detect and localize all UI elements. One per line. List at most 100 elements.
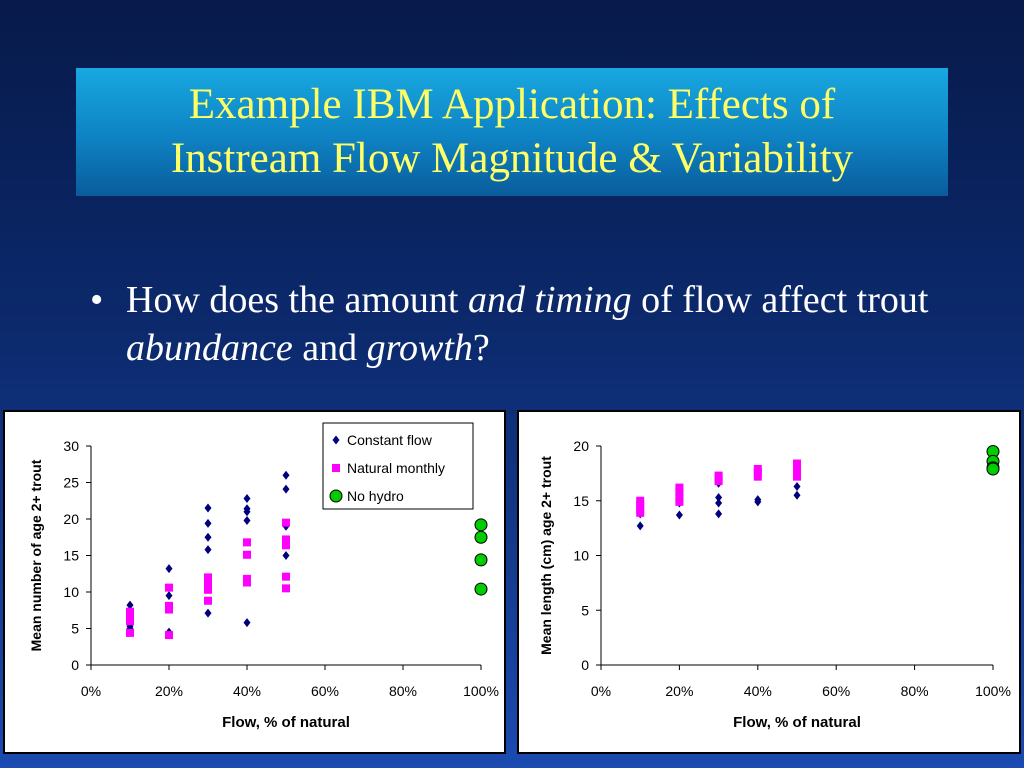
y-tick-label: 0 — [71, 657, 79, 673]
data-point-diamond — [243, 515, 251, 525]
data-point-square — [165, 583, 173, 592]
bullet-part-4: abundance — [126, 327, 293, 369]
data-point-diamond — [282, 470, 290, 480]
chart-panel-abundance: 0 5 10 15 20 25 30 0% 20% 40% 60% 80% 100% Flow, % of… — [3, 410, 506, 754]
y-tick-label: 15 — [573, 493, 589, 509]
x-axis-label: Flow, % of natural — [222, 714, 350, 731]
x-tick-label: 60% — [311, 683, 339, 699]
data-point-diamond — [715, 498, 723, 508]
data-point-square — [675, 493, 684, 502]
data-point-square — [282, 584, 290, 593]
data-point-square — [204, 596, 212, 605]
legend-entry: No hydro — [347, 488, 404, 504]
data-point-circle — [986, 462, 1000, 476]
x-tick-label: 0% — [81, 683, 101, 699]
y-axis-label: Mean number of age 2+ trout — [28, 459, 44, 651]
data-point-square — [636, 508, 645, 517]
data-point-circle — [474, 553, 488, 567]
data-point-square — [243, 550, 251, 559]
data-point-square — [793, 463, 801, 472]
data-point-square — [165, 631, 173, 640]
data-point-diamond — [282, 484, 290, 494]
x-tick-label: 100% — [975, 683, 1011, 699]
data-point-square — [126, 628, 134, 637]
legend-marker-square — [332, 464, 340, 472]
y-tick-label: 0 — [581, 657, 589, 673]
data-point-square — [636, 496, 645, 505]
data-point-circle — [474, 518, 488, 532]
data-point-diamond — [165, 564, 173, 574]
bullet-part-5: and — [292, 327, 367, 369]
x-tick-label: 20% — [155, 683, 183, 699]
data-point-square — [675, 487, 684, 496]
data-point-square — [126, 617, 134, 626]
data-point-diamond — [675, 510, 683, 520]
data-point-square — [204, 585, 212, 594]
data-point-circle — [474, 530, 488, 544]
data-point-square — [282, 541, 290, 550]
slide-title: Example IBM Application: Effects of Inst… — [171, 78, 853, 186]
data-point-square — [753, 468, 762, 477]
slide-title-box: Example IBM Application: Effects of Inst… — [76, 68, 948, 196]
x-tick-label: 80% — [389, 683, 417, 699]
chart-panel-growth: 0 5 10 15 20 0% 20% 40% 60% 80% 100% Flow, % of nat… — [517, 410, 1021, 754]
data-point-diamond — [636, 521, 644, 531]
bullet-text: How does the amount and timing of flow a… — [126, 276, 946, 372]
data-point-diamond — [204, 545, 212, 555]
data-point-square — [793, 472, 801, 481]
data-point-diamond — [793, 490, 801, 500]
y-tick-label: 10 — [63, 584, 79, 600]
data-point-square — [636, 501, 645, 510]
data-point-diamond — [715, 492, 723, 502]
data-point-square — [675, 497, 684, 506]
y-tick-label: 10 — [573, 548, 589, 564]
data-point-diamond — [204, 608, 212, 618]
y-tick-label: 20 — [573, 438, 589, 454]
bullet-part-6: growth — [366, 327, 473, 369]
x-axis-label: Flow, % of natural — [733, 714, 861, 731]
data-point-diamond — [793, 482, 801, 492]
bullet-part-1: How does the amount — [126, 279, 468, 321]
data-point-square — [793, 468, 801, 477]
x-tick-label: 0% — [591, 683, 611, 699]
chart-abundance: 0 5 10 15 20 25 30 0% 20% 40% 60% 80% 100% Flow, % of… — [28, 422, 499, 731]
x-tick-label: 100% — [463, 683, 499, 699]
y-tick-label: 15 — [63, 548, 79, 564]
data-point-diamond — [243, 494, 251, 504]
legend-entry: Constant flow — [347, 432, 433, 448]
data-point-diamond — [204, 532, 212, 542]
data-point-square — [243, 538, 251, 547]
data-point-diamond — [204, 518, 212, 528]
legend-box — [322, 422, 474, 510]
data-point-square — [793, 459, 801, 468]
y-tick-label: 20 — [63, 511, 79, 527]
legend-entry: Natural monthly — [347, 460, 445, 476]
data-point-square — [126, 611, 134, 620]
data-point-diamond — [715, 509, 723, 519]
x-tick-label: 20% — [665, 683, 693, 699]
bullet-part-3: of flow affect trout — [631, 279, 929, 321]
data-point-diamond — [243, 618, 251, 628]
data-point-square — [282, 535, 290, 544]
data-point-square — [753, 472, 762, 481]
y-tick-label: 5 — [581, 602, 589, 618]
data-point-diamond — [126, 600, 134, 610]
data-point-diamond — [204, 503, 212, 513]
data-point-square — [282, 518, 290, 527]
bullet-marker: • — [90, 279, 104, 321]
data-point-square — [282, 572, 290, 581]
data-point-square — [204, 573, 212, 582]
data-point-diamond — [754, 497, 762, 507]
y-tick-label: 30 — [63, 438, 79, 454]
y-tick-label: 5 — [71, 621, 79, 637]
data-point-diamond — [243, 507, 251, 517]
data-point-square — [675, 483, 684, 492]
data-point-square — [165, 605, 173, 614]
data-point-square — [714, 477, 723, 486]
x-tick-label: 80% — [901, 683, 929, 699]
slide-title-line-1: Example IBM Application: Effects of — [188, 81, 836, 128]
data-point-circle — [474, 582, 488, 596]
data-point-diamond — [165, 591, 173, 601]
data-point-square — [204, 578, 212, 587]
legend-marker-circle — [329, 489, 343, 503]
